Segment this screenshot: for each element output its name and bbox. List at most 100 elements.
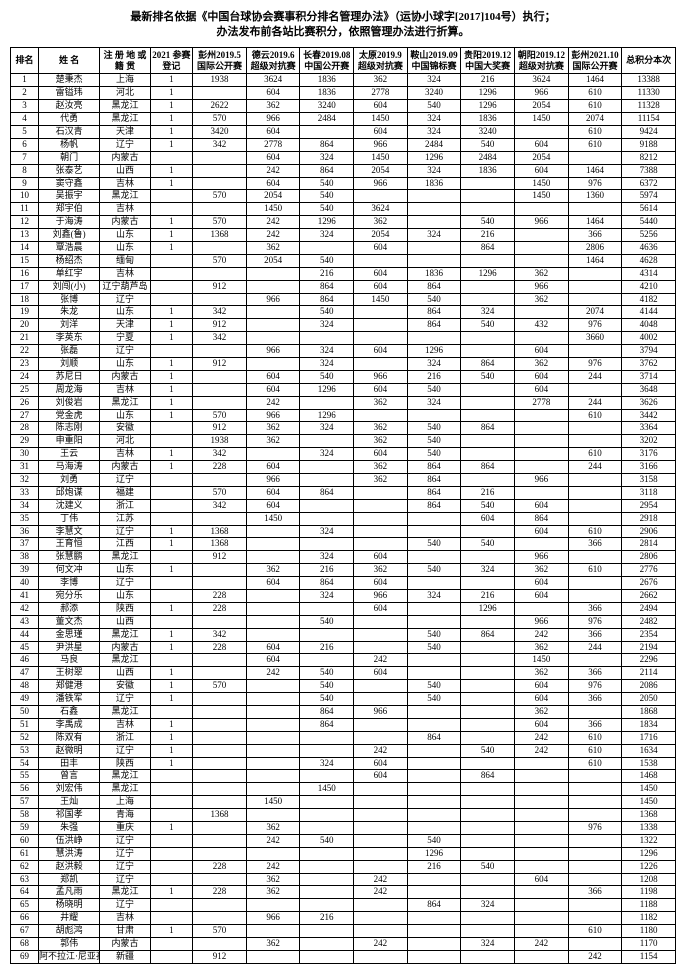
cell: 1296: [300, 216, 354, 229]
cell: 山东: [100, 241, 150, 254]
cell: 604: [246, 499, 300, 512]
cell: 864: [300, 486, 354, 499]
cell: 966: [515, 87, 569, 100]
cell: 966: [515, 551, 569, 564]
cell: 20: [11, 319, 39, 332]
cell: 江西: [100, 538, 150, 551]
cell: 540: [300, 667, 354, 680]
header-total: 总积分本次: [622, 47, 676, 74]
cell: 王灿: [38, 796, 99, 809]
cell: 内蒙古: [100, 151, 150, 164]
cell: 于海涛: [38, 216, 99, 229]
cell: [407, 602, 461, 615]
cell: [407, 409, 461, 422]
cell: [193, 87, 247, 100]
cell: [193, 164, 247, 177]
cell: 604: [246, 486, 300, 499]
cell: 2778: [515, 396, 569, 409]
cell: 540: [300, 306, 354, 319]
cell: 6: [11, 138, 39, 151]
cell: 2814: [622, 538, 676, 551]
cell: 3420: [193, 125, 247, 138]
cell: 966: [246, 345, 300, 358]
cell: 沈建义: [38, 499, 99, 512]
cell: [568, 512, 622, 525]
cell: 540: [407, 422, 461, 435]
cell: 540: [407, 293, 461, 306]
cell: 540: [407, 628, 461, 641]
cell: 4636: [622, 241, 676, 254]
cell: [354, 860, 408, 873]
cell: [568, 203, 622, 216]
cell: 976: [568, 319, 622, 332]
cell: [515, 912, 569, 925]
cell: 7: [11, 151, 39, 164]
cell: 7388: [622, 164, 676, 177]
cell: 570: [193, 113, 247, 126]
cell: 1: [150, 525, 192, 538]
cell: 3: [11, 100, 39, 113]
table-row: 67胡彪鸿甘肃15706101180: [11, 925, 676, 938]
cell: [407, 873, 461, 886]
cell: 58: [11, 809, 39, 822]
cell: 864: [407, 461, 461, 474]
cell: 楚秉杰: [38, 74, 99, 87]
cell: [300, 499, 354, 512]
cell: 604: [246, 654, 300, 667]
cell: 966: [354, 138, 408, 151]
cell: 966: [354, 177, 408, 190]
cell: [150, 847, 192, 860]
cell: 黑龙江: [100, 770, 150, 783]
cell: 伍洪峥: [38, 834, 99, 847]
cell: [300, 512, 354, 525]
cell: 刘洋: [38, 319, 99, 332]
cell: 66: [11, 912, 39, 925]
cell: [461, 834, 515, 847]
cell: 1: [150, 100, 192, 113]
cell: 3118: [622, 486, 676, 499]
cell: 2484: [300, 113, 354, 126]
cell: 216: [461, 590, 515, 603]
cell: 610: [568, 757, 622, 770]
cell: 2054: [354, 164, 408, 177]
cell: [407, 525, 461, 538]
header-ev2: 德云2019.6 超级对抗赛: [246, 47, 300, 74]
cell: [461, 473, 515, 486]
cell: 610: [568, 409, 622, 422]
cell: [150, 435, 192, 448]
cell: 1: [150, 125, 192, 138]
cell: 39: [11, 564, 39, 577]
cell: 570: [193, 680, 247, 693]
cell: 上海: [100, 796, 150, 809]
cell: 362: [515, 641, 569, 654]
cell: 864: [461, 461, 515, 474]
cell: 1464: [568, 164, 622, 177]
cell: 吉林: [100, 383, 150, 396]
cell: 342: [193, 628, 247, 641]
cell: 366: [568, 718, 622, 731]
cell: 朝门: [38, 151, 99, 164]
cell: [150, 267, 192, 280]
cell: [354, 718, 408, 731]
cell: 540: [407, 564, 461, 577]
cell: 604: [515, 873, 569, 886]
cell: 242: [246, 667, 300, 680]
cell: 1: [150, 164, 192, 177]
cell: 362: [515, 357, 569, 370]
cell: 30: [11, 448, 39, 461]
cell: [300, 602, 354, 615]
cell: 10: [11, 190, 39, 203]
cell: 陕西: [100, 757, 150, 770]
cell: 吴振宇: [38, 190, 99, 203]
cell: [568, 151, 622, 164]
cell: 祁国孝: [38, 809, 99, 822]
cell: 1868: [622, 706, 676, 719]
cell: 2354: [622, 628, 676, 641]
cell: [150, 486, 192, 499]
cell: 604: [354, 345, 408, 358]
cell: 604: [515, 590, 569, 603]
cell: [300, 461, 354, 474]
cell: [461, 293, 515, 306]
cell: 4628: [622, 254, 676, 267]
cell: 1716: [622, 731, 676, 744]
